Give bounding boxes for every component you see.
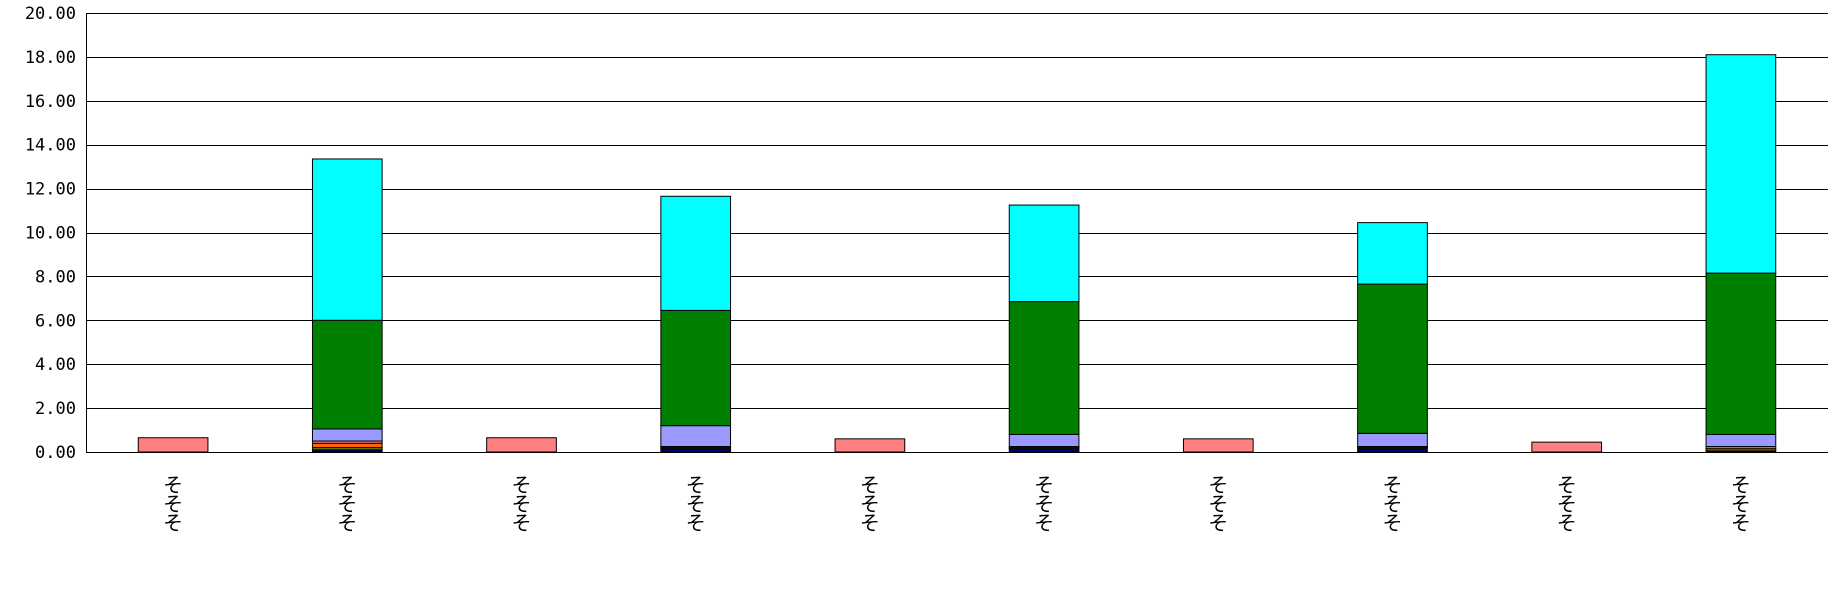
bar-segment: [1008, 204, 1080, 303]
y-tick-label: 18.00: [25, 48, 76, 68]
bar-segment: [1008, 433, 1080, 448]
x-tick-label: そそそ: [1208, 473, 1228, 535]
y-tick-label: 0.00: [35, 443, 76, 463]
bar-segment: [660, 425, 732, 448]
y-axis-ticks: 0.00 2.00 4.00 6.00 8.00 10.00 12.00 14.00 16.00…: [25, 4, 76, 463]
y-tick-label: 2.00: [35, 399, 76, 419]
y-tick-label: 20.00: [25, 4, 76, 24]
bar-segment: [311, 158, 383, 321]
y-tick-label: 4.00: [35, 355, 76, 375]
bar-segment: [1182, 438, 1254, 453]
x-tick-label: そそそ: [512, 473, 532, 535]
bar-segment: [311, 428, 383, 442]
bar-segment: [311, 442, 383, 449]
x-tick-label: そそそ: [1731, 473, 1751, 535]
x-axis-ticks: そそそ そそそ そそそ そそそ そそそ そそそ そそそ そそそ そそそ そそそ: [163, 473, 1751, 535]
bar-segment: [486, 437, 557, 453]
bar-segment: [660, 309, 732, 427]
y-tick-label: 10.00: [25, 224, 76, 244]
bar-segment: [1531, 441, 1603, 453]
x-tick-label: そそそ: [1034, 473, 1054, 535]
bar-segment: [1357, 222, 1428, 285]
x-tick-label: そそそ: [1557, 473, 1577, 535]
bar-segment: [1705, 433, 1777, 448]
bar-segment: [660, 195, 732, 311]
y-tick-label: 6.00: [35, 311, 76, 331]
bar-segment: [311, 319, 383, 430]
bar-segment: [1357, 283, 1428, 434]
x-tick-label: そそそ: [163, 473, 183, 535]
bar-segment: [1705, 54, 1777, 274]
y-tick-label: 12.00: [25, 180, 76, 200]
bar-segment: [137, 437, 209, 453]
bar-segment: [1357, 432, 1428, 448]
x-tick-label: そそそ: [860, 473, 880, 535]
x-tick-label: そそそ: [1383, 473, 1403, 535]
x-tick-label: そそそ: [686, 473, 706, 535]
y-tick-label: 8.00: [35, 267, 76, 287]
y-tick-label: 14.00: [25, 136, 76, 156]
x-tick-label: そそそ: [337, 473, 357, 535]
y-tick-label: 16.00: [25, 92, 76, 112]
bars: [137, 54, 1777, 453]
bar-segment: [1705, 272, 1777, 435]
bar-segment: [1008, 301, 1080, 435]
bar-segment: [834, 438, 906, 453]
